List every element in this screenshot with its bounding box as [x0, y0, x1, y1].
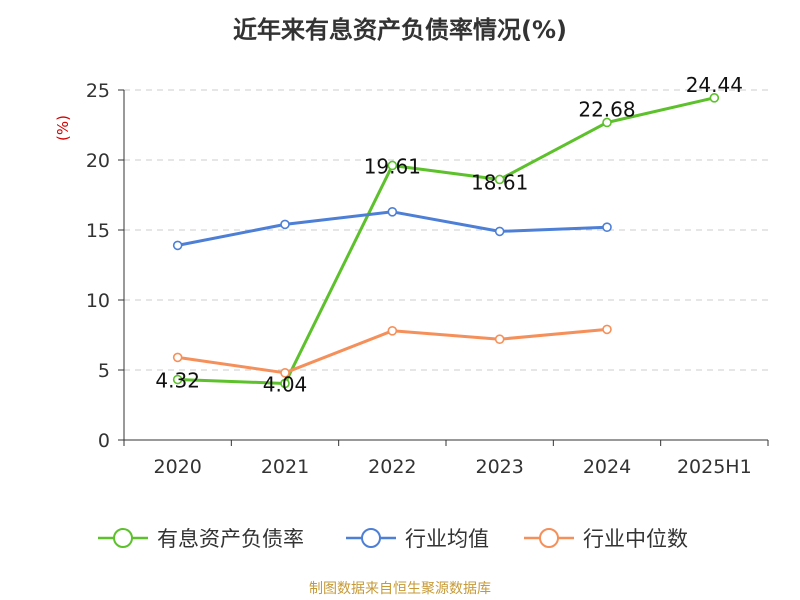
data-point [280, 367, 290, 378]
data-point [494, 174, 505, 185]
y-axis-label: (%) [54, 115, 72, 141]
legend: 有息资产负债率 行业均值 行业中位数 [98, 527, 688, 551]
legend-label: 有息资产负债率 [157, 527, 304, 551]
legend-label: 行业均值 [405, 527, 489, 551]
series-points [172, 93, 720, 389]
data-point [709, 93, 720, 103]
data-point [387, 207, 398, 217]
x-tick-label: 2024 [583, 456, 631, 478]
legend-swatch-marker [113, 528, 133, 548]
data-point [172, 352, 183, 363]
x-tick-label: 2022 [368, 456, 416, 478]
y-tick-label: 0 [98, 430, 110, 452]
y-tick-labels: 0 5 10 15 20 25 [86, 80, 110, 452]
data-point [602, 117, 612, 128]
data-label: 18.61 [471, 170, 528, 194]
data-labels: 4.32 4.04 19.61 18.61 22.68 24.44 [155, 73, 743, 397]
data-point [387, 160, 398, 171]
data-point [602, 222, 612, 232]
data-point [172, 374, 183, 385]
data-point [280, 378, 290, 389]
x-tick-label: 2020 [153, 456, 201, 478]
data-point [494, 226, 505, 237]
x-tick-labels: 2020 2021 2022 2023 2024 2025H1 [153, 456, 751, 478]
grid-lines [124, 89, 768, 371]
data-point [494, 334, 505, 345]
data-label: 24.44 [686, 73, 743, 97]
y-tick-label: 10 [86, 290, 110, 312]
series-line [177, 96, 715, 385]
y-tick-label: 5 [98, 360, 110, 382]
y-tick-label: 15 [86, 220, 110, 242]
chart-title: 近年来有息资产负债率情况(%) [233, 16, 567, 44]
x-tick-label: 2023 [475, 456, 523, 478]
y-tick-label: 20 [86, 150, 110, 172]
legend-swatch-marker [361, 528, 381, 548]
axes [118, 89, 769, 446]
x-tick-label: 2021 [261, 456, 309, 478]
legend-swatch-marker [539, 528, 559, 548]
data-label: 19.61 [364, 154, 421, 178]
data-label: 4.32 [155, 369, 200, 393]
data-point [280, 219, 290, 230]
y-tick-label: 25 [86, 80, 110, 102]
data-label: 22.68 [578, 97, 635, 121]
source-note: 制图数据来自恒生聚源数据库 [309, 581, 491, 597]
legend-label: 行业中位数 [583, 527, 688, 551]
data-point [387, 325, 398, 336]
data-point [172, 240, 183, 251]
series-line [177, 210, 608, 247]
data-point [602, 324, 612, 335]
x-tick-label: 2025H1 [677, 456, 752, 478]
series-line [177, 327, 608, 375]
data-label: 4.04 [263, 372, 308, 396]
series-lines [177, 96, 715, 385]
